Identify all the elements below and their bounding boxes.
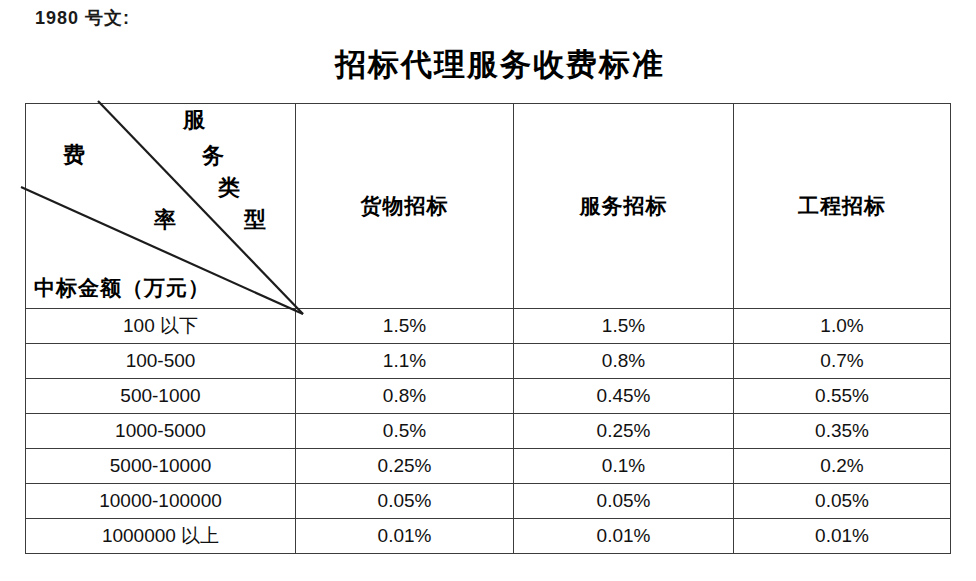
amount-range-cell: 500-1000 [26, 379, 296, 414]
corner-service-type-char: 务 [202, 144, 225, 166]
rate-value-cell: 0.35% [734, 414, 951, 449]
amount-range-cell: 1000000 以上 [26, 519, 296, 554]
corner-service-type-char: 型 [244, 208, 267, 230]
rate-value-cell: 1.1% [296, 344, 514, 379]
table-row: 500-10000.8%0.45%0.55% [26, 379, 951, 414]
rate-value-cell: 0.8% [296, 379, 514, 414]
rate-value-cell: 0.01% [514, 519, 734, 554]
rate-value-cell: 0.25% [296, 449, 514, 484]
rate-value-cell: 0.1% [514, 449, 734, 484]
diagonal-header-cell: 服 务 类 型 费 率 中标金额（万元） [26, 104, 296, 309]
corner-fee-rate-char: 费 [63, 143, 86, 165]
page-title: 招标代理服务收费标准 [0, 44, 976, 86]
amount-range-cell: 5000-10000 [26, 449, 296, 484]
table-row: 100-5001.1%0.8%0.7% [26, 344, 951, 379]
amount-range-cell: 10000-100000 [26, 484, 296, 519]
table-row: 10000-1000000.05%0.05%0.05% [26, 484, 951, 519]
rate-value-cell: 1.5% [296, 309, 514, 344]
rate-value-cell: 0.05% [514, 484, 734, 519]
rate-value-cell: 0.7% [734, 344, 951, 379]
table-row: 1000-50000.5%0.25%0.35% [26, 414, 951, 449]
corner-amount-label: 中标金额（万元） [34, 276, 210, 300]
header-row: 服 务 类 型 费 率 中标金额（万元） 货物招标 服务招标 工程招标 [26, 104, 951, 309]
table-row: 5000-100000.25%0.1%0.2% [26, 449, 951, 484]
rate-value-cell: 0.45% [514, 379, 734, 414]
corner-service-type-char: 类 [218, 176, 241, 198]
fee-table-body: 100 以下1.5%1.5%1.0%100-5001.1%0.8%0.7%500… [26, 309, 951, 554]
rate-value-cell: 0.01% [296, 519, 514, 554]
corner-service-type-char: 服 [183, 108, 206, 130]
table-row: 100 以下1.5%1.5%1.0% [26, 309, 951, 344]
column-header-service-bidding: 服务招标 [514, 104, 734, 309]
corner-fee-rate-char: 率 [154, 208, 177, 230]
rate-value-cell: 0.8% [514, 344, 734, 379]
rate-value-cell: 0.01% [734, 519, 951, 554]
rate-value-cell: 1.0% [734, 309, 951, 344]
amount-range-cell: 100 以下 [26, 309, 296, 344]
fee-table: 服 务 类 型 费 率 中标金额（万元） 货物招标 服务招标 工程招标 100 … [25, 103, 951, 554]
amount-range-cell: 100-500 [26, 344, 296, 379]
column-header-goods-bidding: 货物招标 [296, 104, 514, 309]
document-page: 1980 号文: 招标代理服务收费标准 服 务 类 型 费 [0, 0, 976, 581]
doc-ref-label: 1980 号文: [35, 6, 130, 30]
rate-value-cell: 0.2% [734, 449, 951, 484]
rate-value-cell: 0.55% [734, 379, 951, 414]
rate-value-cell: 0.05% [296, 484, 514, 519]
rate-value-cell: 0.5% [296, 414, 514, 449]
amount-range-cell: 1000-5000 [26, 414, 296, 449]
rate-value-cell: 1.5% [514, 309, 734, 344]
column-header-works-bidding: 工程招标 [734, 104, 951, 309]
table-row: 1000000 以上0.01%0.01%0.01% [26, 519, 951, 554]
rate-value-cell: 0.25% [514, 414, 734, 449]
rate-value-cell: 0.05% [734, 484, 951, 519]
